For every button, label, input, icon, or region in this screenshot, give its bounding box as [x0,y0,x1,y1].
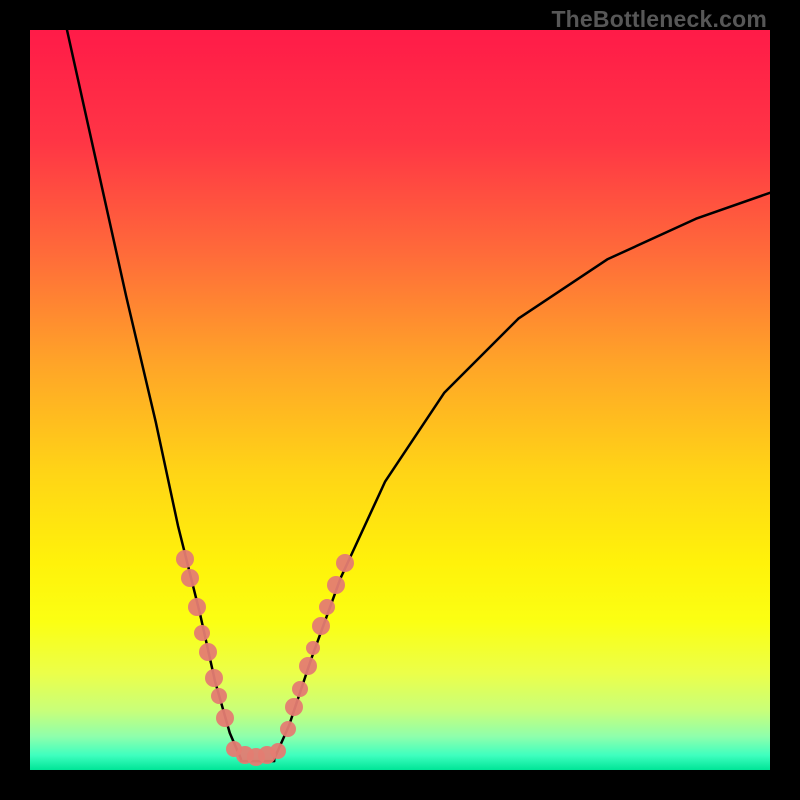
plot-area [30,30,770,770]
frame-border-bottom [0,770,800,800]
data-marker [280,721,296,737]
data-marker [336,554,354,572]
data-marker [285,698,303,716]
data-marker [205,669,223,687]
data-marker [199,643,217,661]
data-marker [181,569,199,587]
data-marker [327,576,345,594]
watermark-text: TheBottleneck.com [551,6,767,33]
frame-border-right [770,0,800,800]
data-marker [211,688,227,704]
data-marker [292,681,308,697]
markers-layer [30,30,770,770]
chart-root: TheBottleneck.com [0,0,800,800]
data-marker [312,617,330,635]
data-marker [176,550,194,568]
frame-border-left [0,0,30,800]
data-marker [306,641,320,655]
data-marker [194,625,210,641]
data-marker [188,598,206,616]
data-marker [319,599,335,615]
data-marker [270,743,286,759]
data-marker [216,709,234,727]
data-marker [299,657,317,675]
